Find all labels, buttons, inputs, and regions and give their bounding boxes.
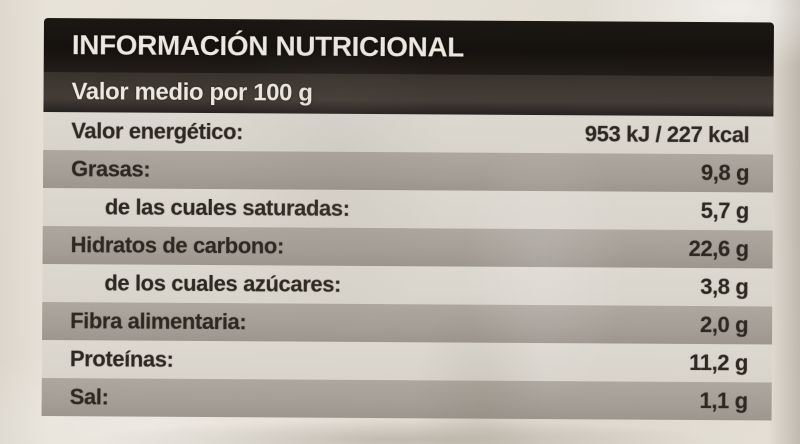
nutrition-title: INFORMACIÓN NUTRICIONAL xyxy=(71,29,465,63)
row-fat: Grasas: 9,8 g xyxy=(42,149,774,193)
serving-size-bar: Valor medio por 100 g xyxy=(43,71,774,117)
row-carbohydrates: Hidratos de carbono: 22,6 g xyxy=(42,225,773,269)
serving-size-text: Valor medio por 100 g xyxy=(71,78,313,107)
row-value: 1,1 g xyxy=(699,388,748,414)
row-label: Proteínas: xyxy=(69,346,174,372)
row-label: de los cuales azúcares: xyxy=(104,270,342,297)
row-value: 2,0 g xyxy=(699,312,749,338)
nutrition-label: INFORMACIÓN NUTRICIONAL Valor medio por … xyxy=(41,18,774,421)
row-value: 11,2 g xyxy=(689,349,748,376)
row-value: 953 kJ / 227 kcal xyxy=(584,121,750,148)
row-value: 5,7 g xyxy=(700,198,749,224)
row-salt: Sal: 1,1 g xyxy=(41,377,772,421)
row-sugars: de los cuales azúcares: 3,8 g xyxy=(42,263,773,307)
row-label: Valor energético: xyxy=(71,118,244,145)
row-label: Grasas: xyxy=(71,156,151,182)
row-energy: Valor energético: 953 kJ / 227 kcal xyxy=(43,111,774,155)
row-value: 3,8 g xyxy=(700,274,749,300)
row-label: Hidratos de carbono: xyxy=(70,232,284,259)
row-protein: Proteínas: 11,2 g xyxy=(41,339,773,383)
row-value: 9,8 g xyxy=(700,160,750,186)
row-label: Sal: xyxy=(69,384,109,410)
nutrition-title-bar: INFORMACIÓN NUTRICIONAL xyxy=(43,18,774,77)
row-saturated-fat: de las cuales saturadas: 5,7 g xyxy=(42,187,773,231)
row-fiber: Fibra alimentaria: 2,0 g xyxy=(42,301,773,345)
row-value: 22,6 g xyxy=(688,235,749,262)
row-label: de las cuales saturadas: xyxy=(104,194,350,221)
row-label: Fibra alimentaria: xyxy=(70,308,247,335)
